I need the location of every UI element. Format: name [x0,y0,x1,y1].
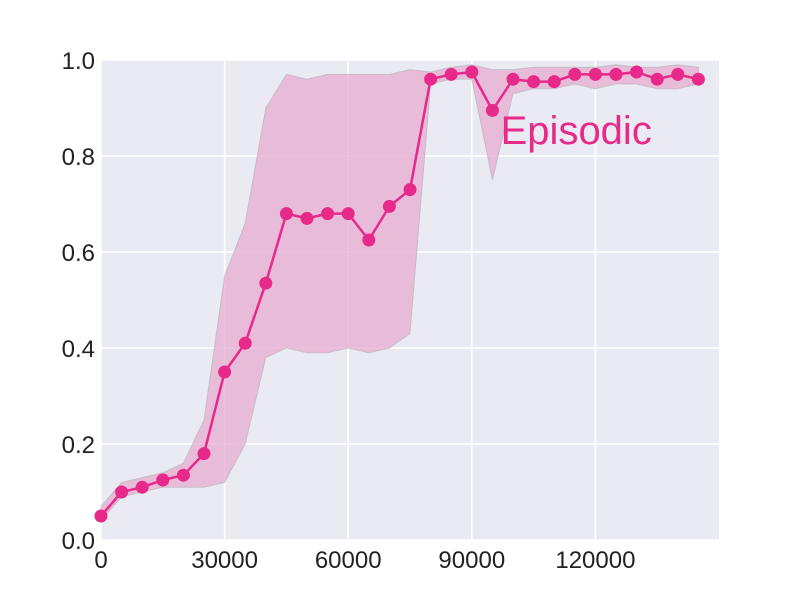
data-point [691,72,705,86]
data-point [94,509,108,523]
x-tick-label: 60000 [315,547,382,574]
data-point [650,72,664,86]
x-tick-label: 30000 [191,547,258,574]
x-tick-label: 90000 [438,547,505,574]
data-point [609,67,623,81]
y-tick-label: 1.0 [62,48,95,75]
data-point [527,75,541,89]
annotations: Episodic [501,109,652,153]
y-tick-labels: 0.0 0.2 0.4 0.6 0.8 1.0 [62,48,95,555]
data-point [362,233,376,247]
x-tick-labels: 0 30000 60000 90000 120000 [94,547,635,574]
data-point [403,183,417,197]
data-point [115,485,129,499]
y-tick-label: 0.2 [62,432,95,459]
data-point [218,365,232,379]
y-tick-label: 0.0 [62,528,95,555]
data-point [485,103,499,117]
data-point [424,72,438,86]
data-point [465,65,479,79]
data-point [382,199,396,213]
data-point [444,67,458,81]
data-point [341,207,355,221]
y-tick-label: 0.8 [62,144,95,171]
data-point [630,65,644,79]
data-point [135,480,149,494]
data-point [279,207,293,221]
data-point [568,67,582,81]
x-tick-label: 120000 [555,547,635,574]
data-point [176,468,190,482]
series-label: Episodic [501,109,652,153]
data-point [238,336,252,350]
data-point [300,211,314,225]
y-tick-label: 0.6 [62,240,95,267]
y-tick-label: 0.4 [62,336,95,363]
series-markers [94,65,705,523]
data-point [156,473,170,487]
data-point [197,447,211,461]
data-point [506,72,520,86]
data-point [259,276,273,290]
data-point [588,67,602,81]
data-point [671,67,685,81]
data-point [547,75,561,89]
x-tick-label: 0 [94,547,107,574]
data-point [321,207,335,221]
